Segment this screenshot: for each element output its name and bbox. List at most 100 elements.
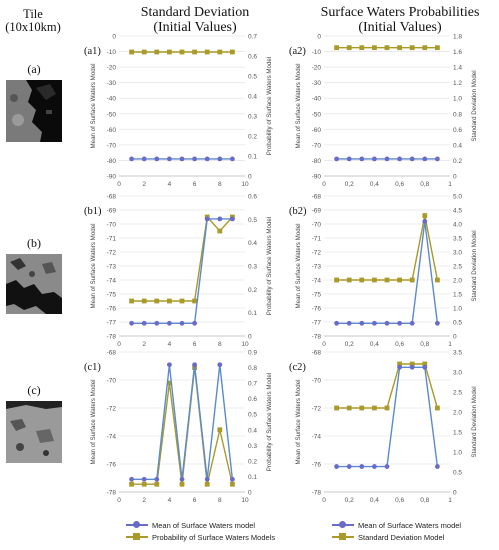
secondary-point xyxy=(192,298,197,304)
prob-header-line2: (Initial Values) xyxy=(358,20,442,35)
y-tick-label: -74 xyxy=(107,434,117,441)
y2-tick-label: 0.6 xyxy=(248,194,257,201)
tile-header-line2: (10x10km) xyxy=(5,20,61,34)
y2-tick-label: 0.1 xyxy=(248,310,257,317)
x-tick-label: 0,4 xyxy=(370,181,379,188)
y2-tick-label: 1.2 xyxy=(453,80,462,87)
y-tick-label: -78 xyxy=(312,490,322,497)
x-tick-label: 8 xyxy=(218,497,222,504)
y-tick-label: -73 xyxy=(312,264,322,271)
mean-point xyxy=(372,320,377,326)
y2-tick-label: 4.0 xyxy=(453,222,462,229)
x-tick-label: 0 xyxy=(322,181,326,188)
y-tick-label: -78 xyxy=(107,334,117,341)
mean-point xyxy=(154,320,160,326)
mean-series-line xyxy=(131,364,234,480)
mean-point xyxy=(422,156,428,162)
y-tick-label: -76 xyxy=(312,306,322,313)
secondary-point xyxy=(409,45,415,51)
mean-point xyxy=(384,464,390,469)
mean-point xyxy=(129,476,134,482)
y-tick-label: -40 xyxy=(312,96,322,103)
y-tick-label: -72 xyxy=(107,250,117,257)
x-tick-label: 1 xyxy=(448,181,452,188)
secondary-point xyxy=(129,298,134,304)
mean-point xyxy=(397,156,402,162)
y-tick-label: -70 xyxy=(107,142,117,149)
y-tick-label: 0 xyxy=(317,34,321,41)
y2-tick-label: 0.1 xyxy=(248,474,257,481)
y2-tick-label: 0 xyxy=(453,334,457,341)
y-tick-label: -20 xyxy=(312,65,322,72)
secondary-point xyxy=(372,405,377,411)
plot-label-c1: (c1) xyxy=(84,362,101,373)
secondary-point xyxy=(204,49,210,55)
x-tick-label: 0 xyxy=(322,341,326,348)
secondary-point xyxy=(154,298,160,304)
x-tick-label: 6 xyxy=(193,497,197,504)
secondary-point xyxy=(141,49,147,55)
y2-tick-label: 0 xyxy=(248,174,252,181)
mean-point xyxy=(422,219,428,224)
mean-point xyxy=(141,476,147,482)
mean-point xyxy=(179,156,185,162)
y-tick-label: -90 xyxy=(312,174,322,181)
x-tick-label: 8 xyxy=(218,181,222,188)
y2-tick-label: 4.5 xyxy=(453,208,462,215)
y2-tick-label: 0.3 xyxy=(248,264,257,271)
mean-point xyxy=(334,320,339,326)
y2-tick-label: 0.4 xyxy=(248,240,257,247)
x-tick-label: 0 xyxy=(117,181,121,188)
x-tick-label: 0 xyxy=(117,341,121,348)
secondary-point xyxy=(397,277,402,283)
mean-point xyxy=(167,320,172,326)
x-tick-label: 10 xyxy=(241,497,249,504)
y-tick-label: -80 xyxy=(107,158,117,165)
x-tick-label: 0,6 xyxy=(395,497,404,504)
secondary-series-line xyxy=(336,363,439,409)
mean-point xyxy=(167,156,172,162)
y-tick-label: -75 xyxy=(107,292,117,299)
secondary-point xyxy=(179,49,185,55)
y2-tick-label: 1.5 xyxy=(453,292,462,299)
y2-tick-label: 0.6 xyxy=(248,396,257,403)
y2-tick-label: 0.4 xyxy=(248,94,257,101)
mean-point xyxy=(129,320,134,326)
y2-tick-label: 0 xyxy=(248,334,252,341)
mean-point xyxy=(179,320,185,326)
secondary-series-line xyxy=(336,215,439,281)
legend-left-prob-label: Probability of Surface Waters Models xyxy=(152,532,276,542)
legend-left-mean-label: Mean of Surface Waters model xyxy=(152,520,256,530)
mean-point xyxy=(409,320,415,326)
y2-tick-label: 1.4 xyxy=(453,65,462,72)
y2-tick-label: 0.7 xyxy=(248,34,257,41)
plot-label-c2: (c2) xyxy=(289,362,306,373)
legend-right-mean: Mean of Surface Waters model xyxy=(332,519,461,531)
legend-right-std-label: Standard Deviation Model xyxy=(358,532,445,542)
y2-tick-label: 2.0 xyxy=(453,278,462,285)
secondary-point xyxy=(192,49,197,55)
y-tick-label: -75 xyxy=(312,292,322,299)
mean-point xyxy=(372,464,377,469)
y2-axis-label: Standard Deviation Model xyxy=(471,70,478,141)
std-header-line1: Standard Deviation xyxy=(140,5,250,20)
mean-point xyxy=(397,364,402,370)
secondary-point xyxy=(372,277,377,283)
secondary-point xyxy=(154,481,160,487)
y-axis-label: Mean of Surface Waters Model xyxy=(90,223,97,308)
secondary-point xyxy=(129,49,134,55)
secondary-point xyxy=(129,481,134,487)
y-tick-label: -30 xyxy=(107,80,117,87)
y2-tick-label: 0.1 xyxy=(248,154,257,161)
y2-tick-label: 0.3 xyxy=(248,443,257,450)
y2-tick-label: 3.5 xyxy=(453,236,462,243)
secondary-point xyxy=(204,481,210,487)
secondary-point xyxy=(384,45,390,51)
mean-point xyxy=(409,156,415,162)
x-tick-label: 0,8 xyxy=(420,341,429,348)
x-tick-label: 0,2 xyxy=(345,181,354,188)
y2-tick-label: 1.0 xyxy=(453,96,462,103)
secondary-point xyxy=(141,298,147,304)
secondary-point xyxy=(397,361,402,367)
y-tick-label: -76 xyxy=(107,462,117,469)
